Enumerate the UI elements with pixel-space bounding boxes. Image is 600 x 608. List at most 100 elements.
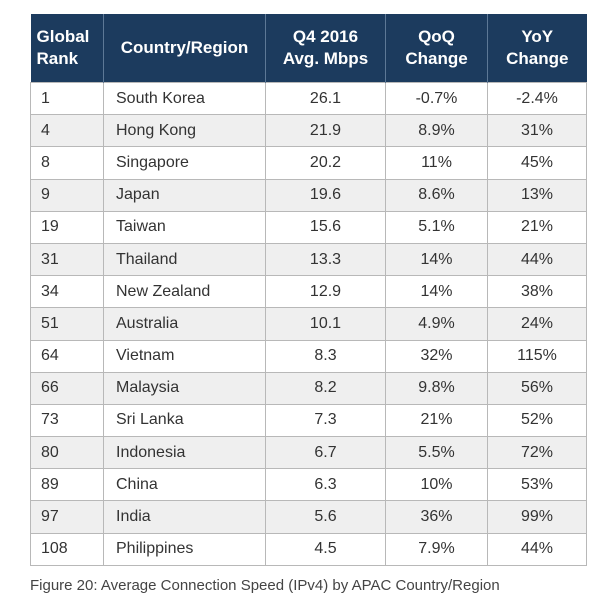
table-cell: 13.3 [265,242,386,277]
table-cell: 56% [487,371,587,405]
table-cell: 34 [30,275,104,309]
table-cell: 8.6% [385,178,488,212]
table-cell: 97 [30,500,104,534]
table-cell: 8.2 [265,371,386,405]
table-cell: 44% [487,532,587,566]
table-cell: 80 [30,436,104,470]
header-cell: Country/Region [103,14,266,83]
table-row: 108 Philippines 4.5 7.9% 44% [30,532,587,566]
table-cell: 7.9% [385,532,488,566]
table-cell: 44% [487,242,587,277]
table-row: 31 Thailand 13.3 14% 44% [30,242,587,277]
table-cell: 89 [30,468,104,502]
table-cell: 9 [30,178,104,212]
table-row: 8 Singapore 20.2 11% 45% [30,146,587,180]
table-cell: 21% [487,210,587,244]
table-cell: Hong Kong [103,114,266,148]
table-cell: -2.4% [487,81,587,116]
table-cell: 73 [30,403,104,438]
table-row: 9 Japan 19.6 8.6% 13% [30,178,587,212]
caption: Figure 20: Average Connection Speed (IPv… [30,577,500,594]
table-cell: 45% [487,146,587,180]
table-row: 19 Taiwan 15.6 5.1% 21% [30,210,587,244]
table-row: 89 China 6.3 10% 53% [30,468,587,502]
table-cell: 36% [385,500,488,534]
table-cell: India [103,500,266,534]
table-cell: 31% [487,114,587,148]
table-cell: 19 [30,210,104,244]
table-cell: 5.5% [385,436,488,470]
header-cell: Q4 2016 Avg. Mbps [265,14,386,83]
table-row: 66 Malaysia 8.2 9.8% 56% [30,371,587,405]
table-body: 1 South Korea 26.1 -0.7% -2.4% 4 Hong Kong 21.9… [30,81,587,566]
table-cell: 12.9 [265,275,386,309]
table-cell: Thailand [103,242,266,277]
table-cell: 14% [385,242,488,277]
table-cell: 26.1 [265,81,386,116]
table-cell: 99% [487,500,587,534]
table-cell: Philippines [103,532,266,566]
table-cell: 53% [487,468,587,502]
table-cell: 4 [30,114,104,148]
table-cell: 72% [487,436,587,470]
table-cell: 13% [487,178,587,212]
table-cell: 31 [30,242,104,277]
table-cell: 15.6 [265,210,386,244]
table-cell: Indonesia [103,436,266,470]
table-cell: 20.2 [265,146,386,180]
table-cell: 4.5 [265,532,386,566]
table-cell: 10.1 [265,307,386,341]
table-cell: -0.7% [385,81,488,116]
table-cell: Australia [103,307,266,341]
table-cell: 7.3 [265,403,386,438]
table-row: 51 Australia 10.1 4.9% 24% [30,307,587,341]
header-cell: YoY Change [487,14,587,83]
table-cell: Malaysia [103,371,266,405]
table-cell: 11% [385,146,488,180]
table-cell: 4.9% [385,307,488,341]
table-cell: 64 [30,339,104,373]
table-cell: 32% [385,339,488,373]
table-cell: 8.9% [385,114,488,148]
table-cell: 8 [30,146,104,180]
table-cell: 66 [30,371,104,405]
table-row: 1 South Korea 26.1 -0.7% -2.4% [30,81,587,116]
table-cell: 21.9 [265,114,386,148]
header-row: Global Rank Country/Region Q4 2016 Avg. Mb… [30,14,587,83]
table-cell: 5.1% [385,210,488,244]
table-cell: 19.6 [265,178,386,212]
table-cell: 10% [385,468,488,502]
table-cell: 8.3 [265,339,386,373]
table-cell: China [103,468,266,502]
header-cell: Global Rank [30,14,104,83]
table-cell: 6.3 [265,468,386,502]
table-cell: 9.8% [385,371,488,405]
table-cell: 51 [30,307,104,341]
table-cell: Sri Lanka [103,403,266,438]
table-cell: 5.6 [265,500,386,534]
table-row: 80 Indonesia 6.7 5.5% 72% [30,436,587,470]
table-cell: 6.7 [265,436,386,470]
table-cell: 14% [385,275,488,309]
table-cell: 1 [30,81,104,116]
table-cell: 21% [385,403,488,438]
table-cell: 52% [487,403,587,438]
table-cell: New Zealand [103,275,266,309]
table-row: 34 New Zealand 12.9 14% 38% [30,275,587,309]
table-cell: 38% [487,275,587,309]
table-cell: 24% [487,307,587,341]
table-cell: Singapore [103,146,266,180]
speed-table: Global Rank Country/Region Q4 2016 Avg. Mb… [30,14,587,566]
table-cell: South Korea [103,81,266,116]
table-cell: Taiwan [103,210,266,244]
table-row: 97 India 5.6 36% 99% [30,500,587,534]
header-cell: QoQ Change [385,14,488,83]
table-cell: 115% [487,339,587,373]
table-row: 73 Sri Lanka 7.3 21% 52% [30,403,587,438]
table-row: 4 Hong Kong 21.9 8.9% 31% [30,114,587,148]
table-cell: 108 [30,532,104,566]
table-row: 64 Vietnam 8.3 32% 115% [30,339,587,373]
table-cell: Japan [103,178,266,212]
table-cell: Vietnam [103,339,266,373]
